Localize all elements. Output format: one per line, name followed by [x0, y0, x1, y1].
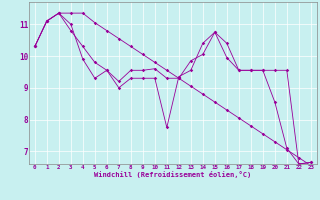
X-axis label: Windchill (Refroidissement éolien,°C): Windchill (Refroidissement éolien,°C) — [94, 171, 252, 178]
